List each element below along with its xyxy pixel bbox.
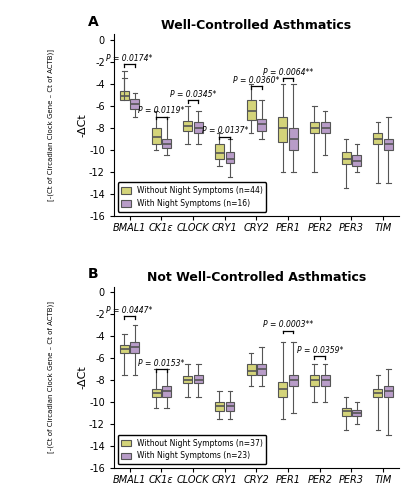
Text: B: B [88,267,99,281]
Text: P = 0.0174*: P = 0.0174* [106,54,152,62]
PathPatch shape [214,144,223,158]
PathPatch shape [351,155,361,166]
PathPatch shape [288,128,297,150]
PathPatch shape [151,128,160,144]
PathPatch shape [130,342,139,352]
PathPatch shape [162,138,171,147]
PathPatch shape [320,122,329,133]
PathPatch shape [373,389,382,396]
Text: P = 0.0345*: P = 0.0345* [169,90,216,99]
PathPatch shape [183,121,192,131]
Title: Not Well-Controlled Asthmatics: Not Well-Controlled Asthmatics [147,271,365,284]
PathPatch shape [193,122,202,133]
PathPatch shape [383,386,392,396]
PathPatch shape [309,374,318,386]
Text: P = 0.0064**: P = 0.0064** [262,68,313,77]
PathPatch shape [256,119,266,131]
Text: P = 0.0137*: P = 0.0137* [201,126,247,135]
Text: P = 0.0360*: P = 0.0360* [233,76,279,84]
Text: P = 0.0359*: P = 0.0359* [296,346,342,354]
Title: Well-Controlled Asthmatics: Well-Controlled Asthmatics [161,18,351,32]
Y-axis label: -ΔCt: -ΔCt [77,366,87,389]
PathPatch shape [214,402,223,411]
Legend: Without Night Symptoms (n=37), With Night Symptoms (n=23): Without Night Symptoms (n=37), With Nigh… [117,435,266,464]
PathPatch shape [193,374,202,384]
PathPatch shape [351,410,361,416]
PathPatch shape [151,389,160,396]
Text: [-(Ct of Circadian Clock Gene – Ct of ACTB)]: [-(Ct of Circadian Clock Gene – Ct of AC… [47,302,54,454]
Text: A: A [88,15,99,29]
Text: [-(Ct of Circadian Clock Gene – Ct of ACTB)]: [-(Ct of Circadian Clock Gene – Ct of AC… [47,49,54,201]
PathPatch shape [278,116,287,142]
PathPatch shape [309,122,318,133]
Legend: Without Night Symptoms (n=44), With Night Symptoms (n=16): Without Night Symptoms (n=44), With Nigh… [117,182,266,212]
Text: P = 0.0119*: P = 0.0119* [138,106,184,116]
PathPatch shape [341,408,350,416]
PathPatch shape [383,138,392,149]
Text: P = 0.0003**: P = 0.0003** [262,320,313,330]
PathPatch shape [288,374,297,386]
PathPatch shape [183,376,192,384]
PathPatch shape [120,92,128,100]
PathPatch shape [130,99,139,109]
PathPatch shape [225,402,234,411]
PathPatch shape [120,345,128,352]
Text: P = 0.0153*: P = 0.0153* [138,359,184,368]
PathPatch shape [246,364,255,374]
PathPatch shape [341,152,350,164]
Y-axis label: -ΔCt: -ΔCt [77,113,87,137]
PathPatch shape [162,386,171,396]
PathPatch shape [278,382,287,396]
Text: P = 0.0447*: P = 0.0447* [106,306,152,315]
PathPatch shape [320,374,329,386]
PathPatch shape [373,133,382,144]
PathPatch shape [225,152,234,163]
PathPatch shape [256,364,266,374]
PathPatch shape [246,100,255,120]
